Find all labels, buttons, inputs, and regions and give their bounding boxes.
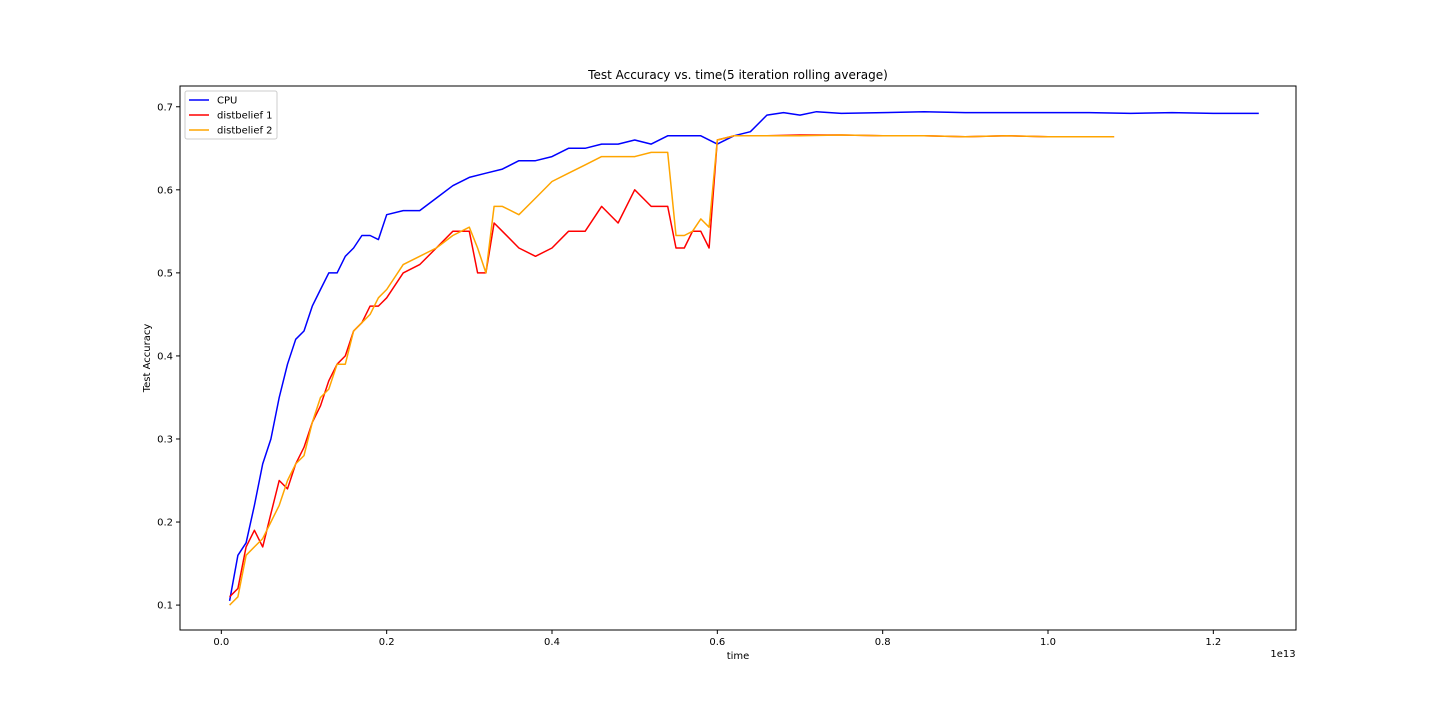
x-tick-label: 0.6 <box>709 637 725 648</box>
y-axis-label: Test Accuracy <box>142 324 153 394</box>
series-line-2 <box>229 134 1115 606</box>
plot-lines <box>228 110 1259 606</box>
x-axis-offset-label: 1e13 <box>1270 649 1295 660</box>
chart-title: Test Accuracy vs. time(5 iteration rolli… <box>587 68 888 82</box>
y-tick-label: 0.2 <box>157 518 173 529</box>
legend: CPU distbelief 1 distbelief 2 <box>184 90 278 140</box>
x-tick-label: 0.8 <box>875 637 891 648</box>
x-tick-label: 1.2 <box>1205 637 1221 648</box>
legend-label: distbelief 1 <box>217 111 273 122</box>
legend-box <box>184 90 278 140</box>
y-tick-label: 0.7 <box>157 102 173 113</box>
plot-frame <box>179 85 1297 631</box>
y-tick-label: 0.3 <box>157 434 173 445</box>
y-axis: 0.1 0.2 0.3 0.4 0.5 0.6 0.7 <box>157 102 180 612</box>
x-axis: 0.0 0.2 0.4 0.6 0.8 1.0 1.2 <box>213 630 1221 648</box>
y-tick-label: 0.4 <box>157 351 173 362</box>
x-axis-label: time <box>727 651 750 662</box>
x-tick-label: 1.0 <box>1040 637 1056 648</box>
x-tick-label: 0.2 <box>379 637 395 648</box>
y-tick-label: 0.5 <box>157 268 173 279</box>
x-tick-label: 0.4 <box>544 637 560 648</box>
y-tick-label: 0.6 <box>157 185 173 196</box>
legend-label: CPU <box>217 96 237 107</box>
series-line-0 <box>228 110 1259 602</box>
y-tick-label: 0.1 <box>157 601 173 612</box>
x-tick-label: 0.0 <box>213 637 229 648</box>
legend-label: distbelief 2 <box>217 126 273 137</box>
